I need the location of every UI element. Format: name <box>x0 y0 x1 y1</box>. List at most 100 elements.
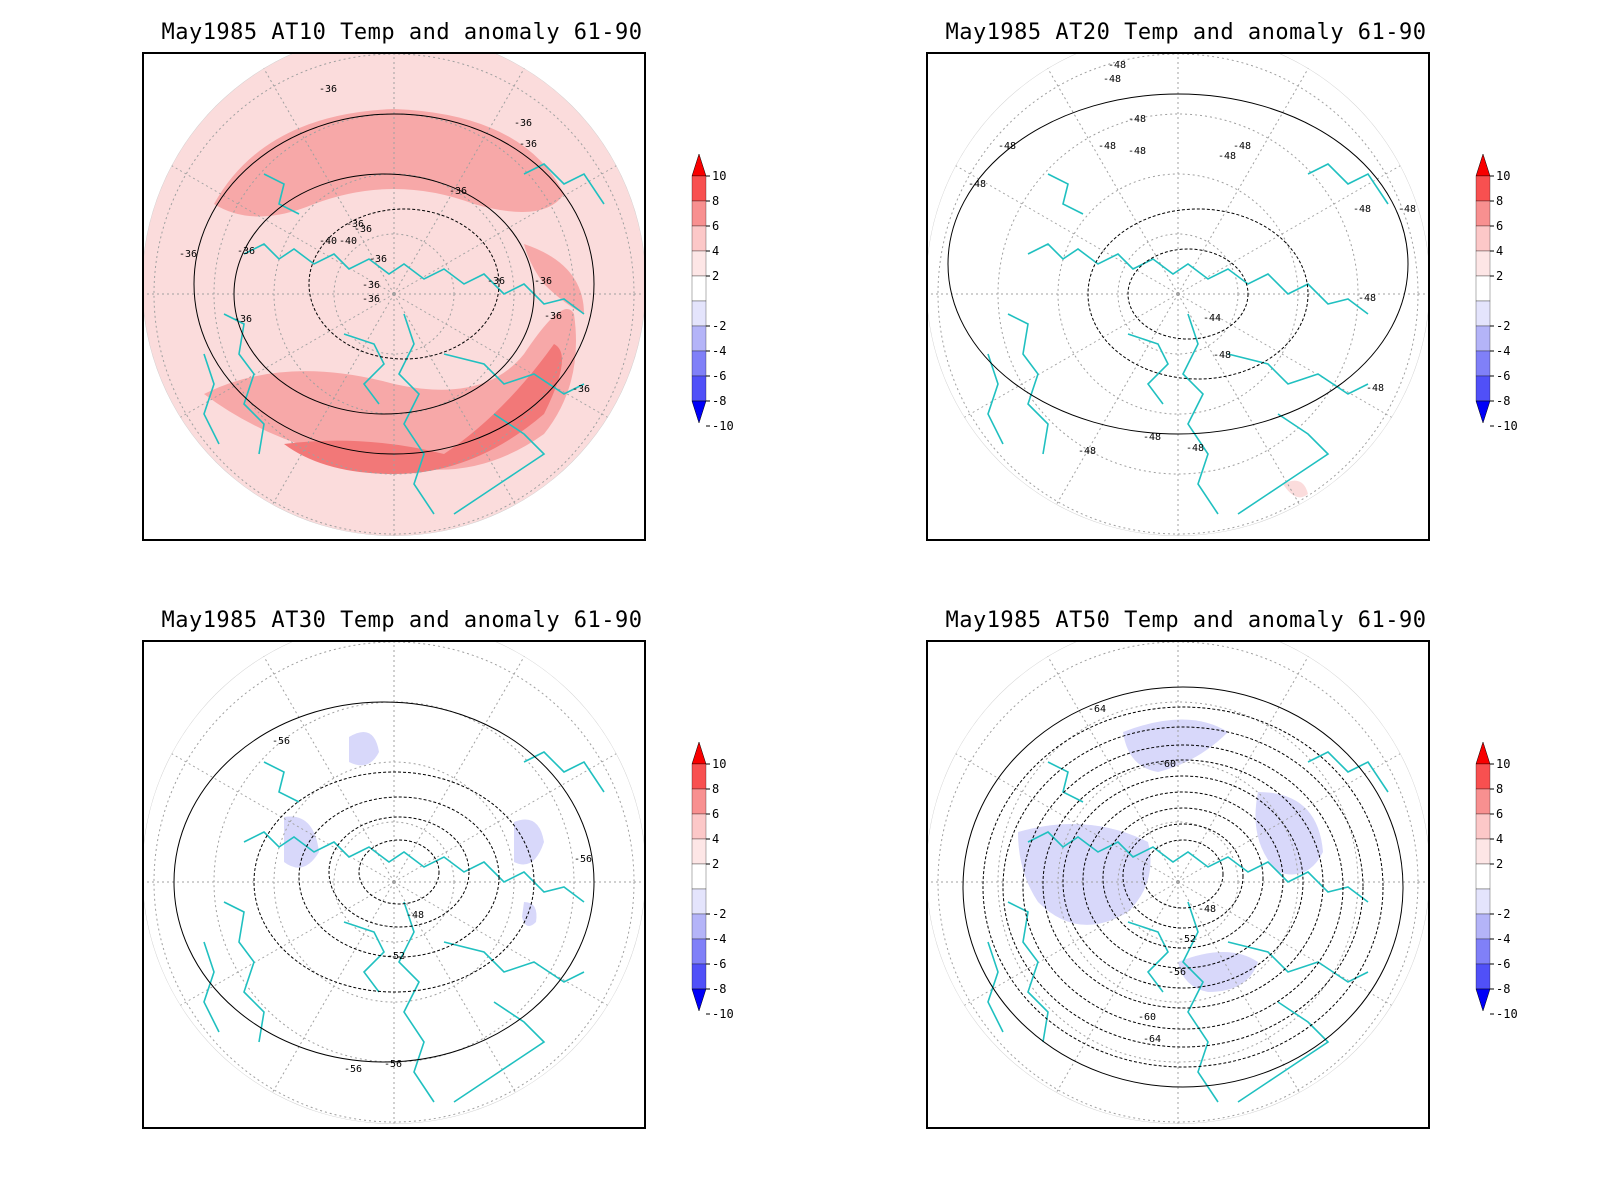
temperature-contour <box>1002 726 1364 1048</box>
anomaly-region <box>1018 824 1151 925</box>
coastline <box>443 941 585 983</box>
temperature-contour <box>1082 791 1284 969</box>
contour-label: -36 <box>354 224 372 235</box>
colorbar-segment <box>691 838 707 865</box>
colorbar-segment <box>691 963 707 990</box>
contour-label: -48 <box>1398 204 1416 215</box>
coastline <box>343 333 385 405</box>
contour-label: -48 <box>1103 74 1121 85</box>
coastline <box>1027 243 1369 315</box>
colorbar-segment <box>691 200 707 227</box>
meridian-line <box>393 54 545 295</box>
contour-label: -48 <box>1143 432 1161 443</box>
meridian-line <box>1027 54 1179 295</box>
triangle-up-icon <box>1475 153 1491 177</box>
colorbar-segment <box>691 275 707 302</box>
contour-label: -36 <box>534 276 552 287</box>
map-layer: -56 -56 -48 -52 -56 -56 <box>144 642 644 1124</box>
coastline <box>1182 901 1219 1103</box>
panel-title: May1985 AT10 Temp and anomaly 61-90 <box>161 20 643 45</box>
colorbar-tick-label: -6 <box>1496 957 1510 971</box>
colorbar-segment <box>1475 763 1491 790</box>
triangle-down-icon <box>691 988 707 1012</box>
colorbar-tick-label: 2 <box>1496 857 1503 871</box>
contour-label: -44 <box>1203 313 1221 324</box>
panel-title: May1985 AT50 Temp and anomaly 61-90 <box>945 608 1427 633</box>
colorbar-tick-label: -6 <box>712 369 726 383</box>
colorbar-tick-label: 8 <box>1496 194 1503 208</box>
triangle-down-icon <box>1475 400 1491 424</box>
temperature-contour <box>1042 759 1324 1009</box>
coastline <box>343 921 385 993</box>
contour-label: -36 <box>237 246 255 257</box>
coastline <box>398 901 435 1103</box>
temperature-contour <box>298 796 500 958</box>
contour-label: -36 <box>362 294 380 305</box>
triangle-down-icon <box>1475 988 1491 1012</box>
polar-map-svg: -36-36-36-36-36-36-36 -36-36-36-40 -40-36-… <box>144 54 644 536</box>
colorbar-tick-label: -4 <box>712 932 726 946</box>
colorbar-segment <box>691 350 707 377</box>
coastline <box>1307 751 1389 793</box>
coastline <box>1227 941 1369 983</box>
coastline <box>263 173 300 215</box>
colorbar-tick-label: -6 <box>1496 369 1510 383</box>
contour-label: -48 <box>1353 204 1371 215</box>
anomaly-colorbar: 10 8 6 4 2 -2 -4 -6 -8 -10 <box>1470 740 1530 1021</box>
colorbar-tick-label: 2 <box>712 269 719 283</box>
colorbar-tick-label: -8 <box>712 394 726 408</box>
temperature-contour <box>328 816 470 928</box>
anomaly-region <box>1255 792 1323 875</box>
colorbar-segment <box>691 375 707 402</box>
colorbar-tick-label: 10 <box>1496 169 1510 183</box>
contour-label: -40 <box>339 236 357 247</box>
colorbar-tick-label: -4 <box>1496 344 1510 358</box>
temperature-contour <box>947 93 1409 435</box>
contour-label: -60 <box>1138 1012 1156 1023</box>
temperature-contour <box>982 706 1384 1068</box>
contour-label: -52 <box>387 951 405 962</box>
polar-map-svg: -48-48-48-48-48-48-48 -48-48-44-48-48 -48-… <box>928 54 1428 536</box>
contour-label: -36 <box>487 276 505 287</box>
colorbar-tick-label: -2 <box>1496 319 1510 333</box>
contour-label: -36 <box>449 186 467 197</box>
colorbar-tick-label: 10 <box>712 169 726 183</box>
temperature-contour <box>1102 807 1264 949</box>
meridian-line <box>243 54 395 295</box>
contour-label: -56 <box>1168 967 1186 978</box>
temperature-contour <box>358 839 440 905</box>
temperature-contour <box>308 208 500 360</box>
triangle-up-icon <box>691 741 707 765</box>
anomaly-colorbar: 10 8 6 4 2 -2 -4 -6 -8 -10 <box>686 152 746 433</box>
temperature-contour <box>193 113 595 455</box>
anomaly-region <box>214 109 564 217</box>
panel-at50: May1985 AT50 Temp and anomaly 61-90 -64-… <box>926 600 1600 1160</box>
colorbar-tick-label: -8 <box>712 982 726 996</box>
contour-label: -64 <box>1088 704 1106 715</box>
colorbar-svg: 10 8 6 4 2 -2 -4 -6 -8 -10 <box>691 741 734 1021</box>
coastline <box>1127 921 1169 993</box>
anomaly-region <box>284 344 562 474</box>
coastline <box>243 831 585 903</box>
meridian-line <box>1177 642 1329 883</box>
contour-label: -56 <box>344 1064 362 1075</box>
temperature-contour <box>1122 823 1244 929</box>
coastline <box>223 313 265 455</box>
colorbar-segment <box>1475 225 1491 252</box>
contour-label: -36 <box>369 254 387 265</box>
colorbar-tick-label: 8 <box>1496 782 1503 796</box>
coastline <box>1047 761 1084 803</box>
colorbar-tick-label: -10 <box>1496 1007 1518 1020</box>
contour-label: -48 <box>1098 141 1116 152</box>
colorbar-segment <box>1475 375 1491 402</box>
coastline <box>453 1001 546 1103</box>
coastline <box>443 353 585 395</box>
colorbar-segment <box>1475 938 1491 965</box>
contour-label: -36 <box>544 311 562 322</box>
anomaly-region <box>1283 480 1308 498</box>
colorbar-tick-label: 4 <box>1496 832 1503 846</box>
colorbar-tick-label: 6 <box>712 807 719 821</box>
meridian-line <box>1177 143 1428 295</box>
coastline <box>1307 163 1389 205</box>
anomaly-region <box>349 732 379 766</box>
